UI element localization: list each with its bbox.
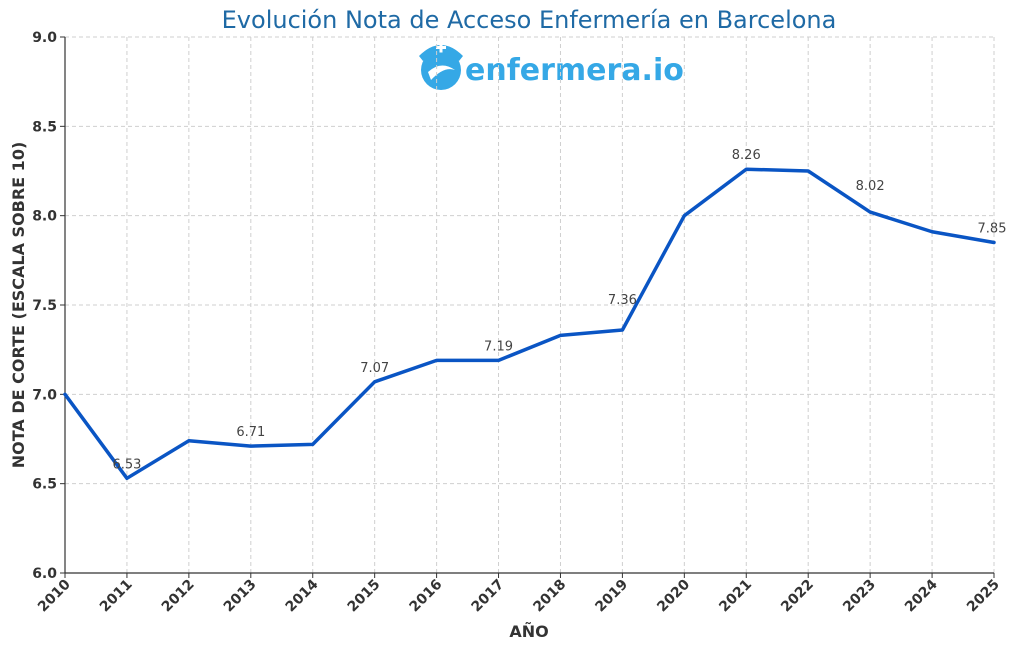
data-label: 7.85 [978,221,1007,236]
x-tick-label: 2020 [654,576,693,615]
nurse-cap-icon [419,42,463,90]
series [63,167,996,481]
data-label: 7.36 [608,293,637,308]
x-tick-label: 2024 [902,576,941,615]
y-tick-label: 8.0 [32,209,57,225]
x-tick-label: 2016 [407,577,446,616]
x-axis-label: AÑO [509,622,548,641]
x-tick-label: 2018 [530,577,569,616]
y-tick-label: 9.0 [32,30,57,46]
y-axis-label: NOTA DE CORTE (ESCALA SOBRE 10) [9,142,28,469]
series-line [63,167,996,481]
chart-title: Evolución Nota de Acceso Enfermería en B… [222,6,837,34]
x-tick-label: 2023 [840,577,879,616]
y-tick-label: 6.0 [32,566,57,582]
x-tick-label: 2014 [283,576,322,615]
data-label: 6.71 [236,425,265,440]
x-tick-label: 2022 [778,577,817,616]
y-tick-label: 7.0 [32,387,57,403]
y-ticks: 6.0 6.5 7.0 7.5 8.0 8.5 9.0 [32,30,65,582]
x-tick-label: 2021 [716,577,755,616]
logo: enfermera.io [419,42,684,90]
data-label: 6.53 [112,457,141,472]
y-tick-label: 7.5 [32,298,57,314]
x-ticks: 2010 2011 2012 2013 2014 2015 2016 2017 2018 2019… [35,573,1003,615]
data-label: 7.19 [484,339,513,354]
x-tick-label: 2010 [35,576,74,615]
x-tick-label: 2025 [964,577,1003,616]
data-labels: 6.53 6.71 7.07 7.19 7.36 8.26 8.02 7.85 [112,148,1006,472]
data-label: 8.02 [856,179,885,194]
x-tick-label: 2019 [592,577,631,616]
y-tick-label: 6.5 [32,477,57,493]
x-tick-label: 2015 [345,577,384,616]
gridlines [64,36,995,574]
logo-text: enfermera.io [465,53,684,88]
x-tick-label: 2012 [159,577,198,616]
data-label: 8.26 [732,148,761,163]
x-tick-label: 2011 [97,577,136,616]
y-tick-label: 8.5 [32,119,57,135]
x-tick-label: 2013 [221,577,260,616]
data-label: 7.07 [360,361,389,376]
x-tick-label: 2017 [468,577,507,616]
